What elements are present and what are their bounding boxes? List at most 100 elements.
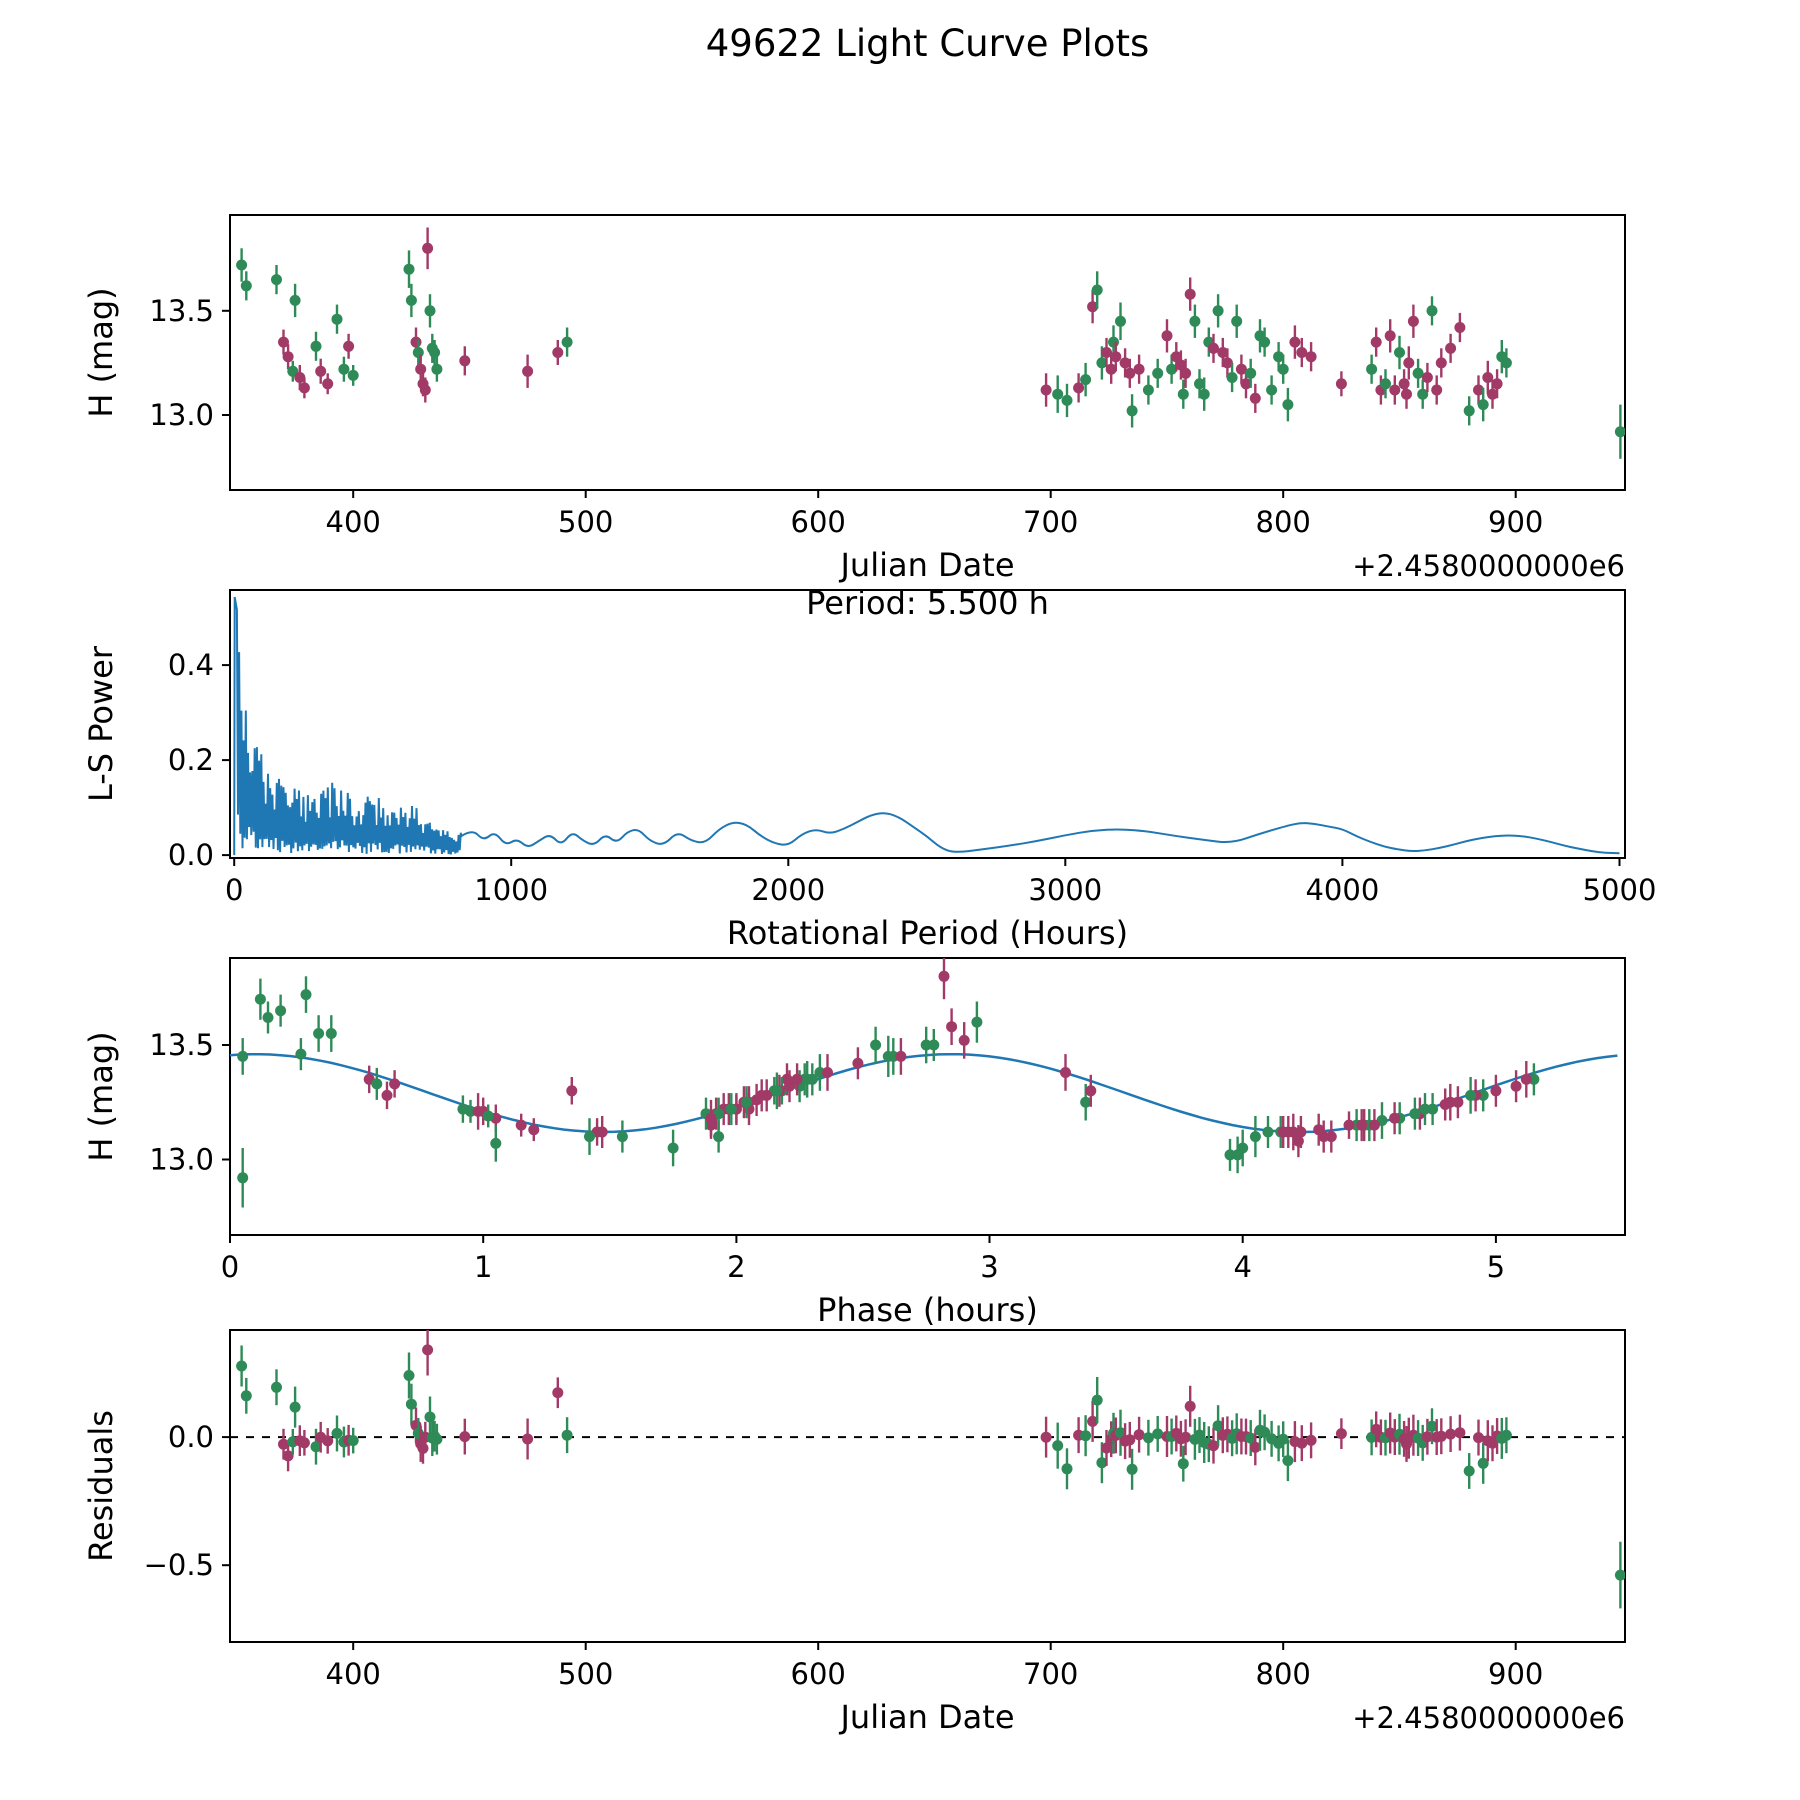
x-tick-label: 3 <box>980 1250 998 1284</box>
data-point <box>457 1103 469 1115</box>
fit-curve <box>230 1052 1618 1134</box>
data-point <box>431 1433 443 1445</box>
data-point <box>1491 378 1503 390</box>
data-point <box>1368 1119 1380 1131</box>
data-point <box>331 1427 343 1439</box>
x-tick-label: 700 <box>1023 505 1078 539</box>
data-point <box>240 1390 252 1402</box>
x-offset-label: +2.4580000000e6 <box>1352 549 1625 583</box>
period-annotation: Period: 5.500 h <box>806 584 1049 622</box>
data-point <box>412 347 424 358</box>
x-tick-label: 400 <box>326 1657 381 1691</box>
data-point <box>237 1172 249 1184</box>
data-point <box>1142 384 1154 396</box>
data-point <box>429 347 441 358</box>
data-point <box>566 1085 578 1097</box>
data-point <box>741 1096 752 1108</box>
jd-magnitude-subplot: 400 500 600 700 800 900 13.0 13.5 Julian Date +2.… <box>82 214 1626 584</box>
data-point <box>1152 1428 1164 1440</box>
data-point <box>1343 1119 1355 1131</box>
data-point <box>1224 1149 1236 1161</box>
data-point <box>295 1048 307 1060</box>
data-point <box>1520 1073 1532 1085</box>
data-point <box>1366 363 1378 375</box>
data-point <box>1226 372 1238 383</box>
x-axis-label: Julian Date <box>838 546 1014 584</box>
data-point <box>1087 301 1099 313</box>
x-axis-label: Julian Date <box>838 1698 1014 1736</box>
y-tick-label: 13.0 <box>149 1143 214 1177</box>
data-point <box>1325 1131 1337 1143</box>
data-point <box>1445 342 1457 354</box>
data-point <box>347 1435 359 1447</box>
data-point <box>322 378 334 390</box>
axes-frame <box>229 214 1626 491</box>
data-point <box>275 1005 287 1017</box>
x-tick-label: 2000 <box>751 873 825 907</box>
x-tick-label: 1000 <box>474 873 548 907</box>
data-point <box>1296 1437 1308 1449</box>
data-point <box>313 1028 325 1039</box>
data-point <box>1435 357 1447 369</box>
x-tick-label: 500 <box>558 1657 613 1691</box>
data-point <box>1463 405 1475 417</box>
data-point <box>1166 363 1178 375</box>
data-point <box>1282 1455 1294 1467</box>
jd_mag-series <box>236 227 1625 459</box>
data-point <box>946 1021 958 1033</box>
data-point <box>403 1370 415 1381</box>
data-point <box>472 1105 484 1117</box>
data-point <box>1370 1423 1382 1435</box>
data-point <box>1180 1431 1192 1443</box>
data-point <box>1490 1085 1502 1097</box>
data-point <box>1091 284 1103 296</box>
data-point <box>771 1085 783 1097</box>
data-point <box>371 1078 383 1090</box>
y-tick-label: 0.2 <box>168 743 214 777</box>
data-point <box>1389 384 1401 396</box>
data-point <box>298 1437 310 1449</box>
data-point <box>971 1016 983 1028</box>
data-point <box>1237 1142 1249 1154</box>
data-point <box>236 259 248 271</box>
data-point <box>596 1126 608 1138</box>
data-point <box>1273 351 1285 363</box>
data-point <box>1087 1415 1099 1427</box>
y-axis-label: L-S Power <box>82 645 120 802</box>
data-point <box>1366 1431 1378 1443</box>
data-point <box>1101 347 1112 358</box>
data-point <box>410 336 422 348</box>
data-point <box>1115 1427 1126 1439</box>
data-point <box>1389 1112 1401 1124</box>
data-point <box>419 384 431 396</box>
data-point <box>1398 378 1410 390</box>
data-point <box>1085 1085 1097 1097</box>
phase_mag-series <box>230 958 1618 1208</box>
data-point <box>1142 1432 1154 1444</box>
data-point <box>616 1131 628 1143</box>
data-point <box>1052 388 1064 400</box>
data-point <box>1305 351 1317 363</box>
data-point <box>1184 288 1196 300</box>
y-tick-label: 0.0 <box>168 1420 214 1454</box>
data-point <box>1335 1428 1347 1440</box>
data-point <box>1040 384 1052 396</box>
x-tick-label: 4000 <box>1305 873 1379 907</box>
data-point <box>1305 1434 1317 1446</box>
data-point <box>282 1450 294 1462</box>
x-tick-label: 0 <box>225 873 243 907</box>
data-point <box>725 1103 737 1115</box>
data-point <box>282 351 294 363</box>
data-point <box>1335 378 1347 390</box>
data-point <box>1115 315 1126 327</box>
data-point <box>1217 347 1229 358</box>
x-tick-label: 400 <box>326 505 381 539</box>
data-point <box>1212 1420 1224 1432</box>
data-point <box>1444 1096 1456 1108</box>
data-point <box>1235 363 1247 375</box>
data-point <box>1409 1108 1421 1120</box>
data-point <box>667 1142 679 1154</box>
data-point <box>1221 357 1233 369</box>
